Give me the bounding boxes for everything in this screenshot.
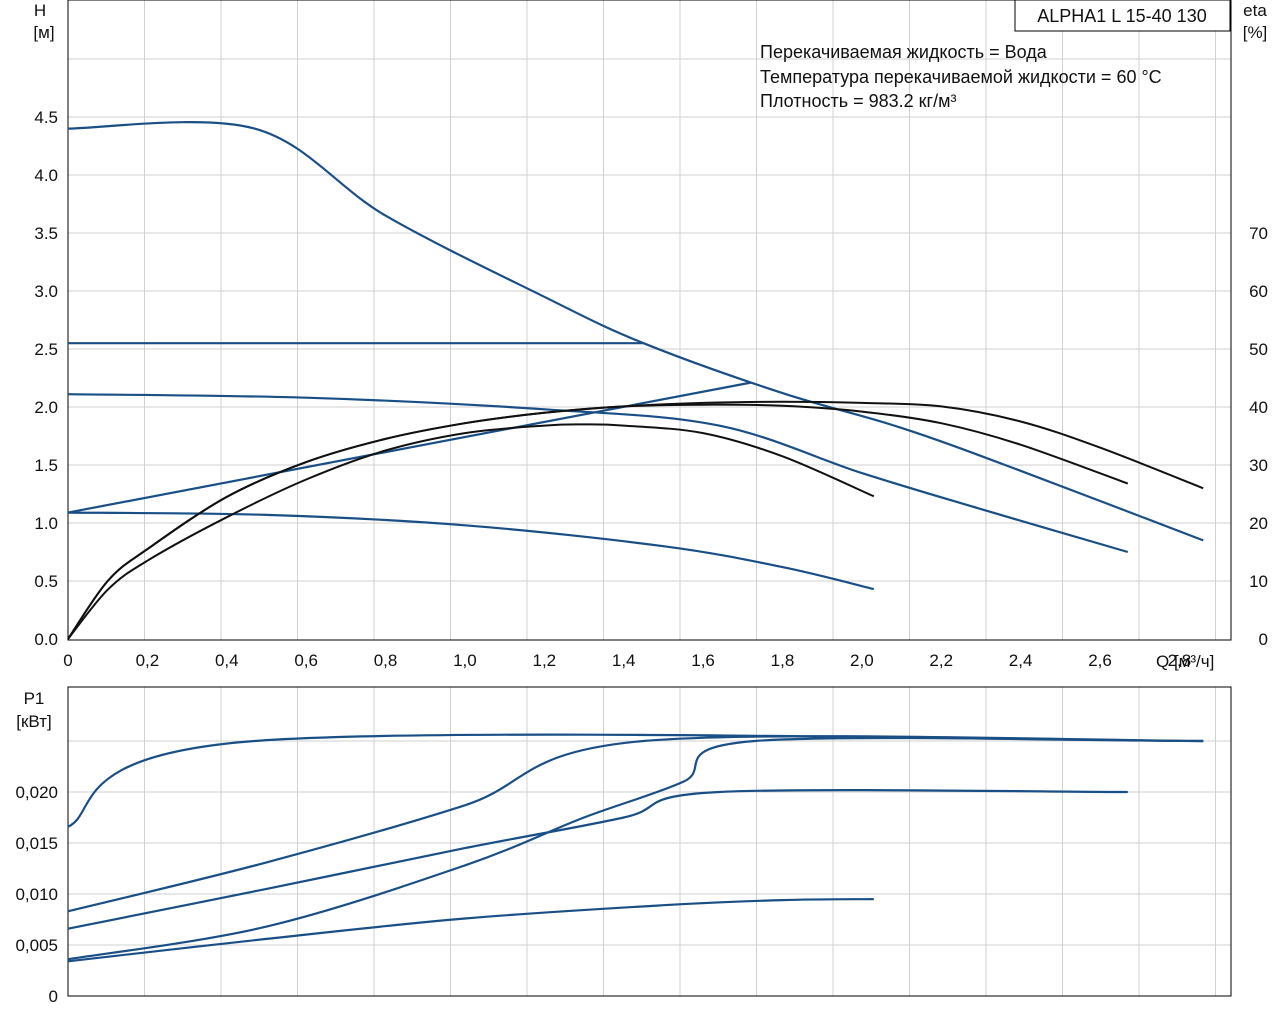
h-tick-label: 3.0: [34, 282, 58, 301]
h-tick-label: 4.0: [34, 166, 58, 185]
eta-tick-label: 60: [1249, 282, 1268, 301]
efficiency-curve-2: [67, 403, 1129, 640]
q-tick-label: 1,8: [771, 651, 795, 670]
q-tick-label: 1,4: [612, 651, 636, 670]
power-curve-5: [67, 898, 874, 963]
q-tick-label: 2,0: [850, 651, 874, 670]
q-tick-label: 0,8: [374, 651, 398, 670]
pump-model-label: ALPHA1 L 15-40 130: [1037, 6, 1206, 26]
head-curve-3: [67, 381, 751, 514]
p1-axis-unit: [кВт]: [16, 712, 51, 731]
h-tick-label: 1.5: [34, 456, 58, 475]
h-tick-label: 1.0: [34, 514, 58, 533]
p1-axis-label: P1: [24, 689, 45, 708]
eta-tick-label: 0: [1259, 630, 1268, 649]
eta-axis-unit: [%]: [1243, 23, 1268, 42]
h-tick-label: 0.5: [34, 572, 58, 591]
p1-tick-label: 0,020: [15, 783, 58, 802]
eta-tick-label: 40: [1249, 398, 1268, 417]
efficiency-curve-1: [67, 400, 1204, 640]
power-curve-4: [67, 736, 1204, 961]
h-tick-label: 3.5: [34, 224, 58, 243]
q-axis-label: Q [м³/ч]: [1156, 652, 1214, 671]
p1-curves: [67, 733, 1204, 963]
q-tick-label: 1,2: [532, 651, 556, 670]
p1-plot-frame: [67, 686, 1232, 997]
eta-axis-label: eta: [1243, 1, 1267, 20]
q-tick-label: 1,6: [691, 651, 715, 670]
eta-y-tick-labels: 0 10 20 30 40 50 60 70: [1249, 224, 1268, 649]
h-tick-label: 2.5: [34, 340, 58, 359]
eta-tick-label: 10: [1249, 572, 1268, 591]
eta-tick-label: 50: [1249, 340, 1268, 359]
p1-y-tick-labels: 0 0,005 0,010 0,015 0,020: [15, 783, 58, 1006]
p1-tick-label: 0,015: [15, 834, 58, 853]
q-tick-label: 0,2: [136, 651, 160, 670]
q-x-tick-labels: 0 0,2 0,4 0,6 0,8 1,0 1,2 1,4 1,6 1,8 2,0 2,2 2,4 2,6…: [63, 651, 1191, 670]
head-curve-1: [67, 121, 1204, 542]
pump-model-box: [1014, 0, 1231, 32]
q-tick-label: 2,8: [1168, 651, 1192, 670]
hq-curves: [67, 121, 1204, 591]
p1-tick-label: 0,010: [15, 885, 58, 904]
info-line-temperature: Температура перекачиваемой жидкости = 60…: [760, 67, 1162, 87]
q-tick-label: 1,0: [453, 651, 477, 670]
eta-tick-label: 20: [1249, 514, 1268, 533]
efficiency-curve-3: [67, 423, 875, 640]
h-tick-label: 2.0: [34, 398, 58, 417]
power-curve-2: [67, 735, 1204, 913]
p1-tick-label: 0: [49, 987, 58, 1006]
q-tick-label: 0,4: [215, 651, 239, 670]
h-tick-label: 4.5: [34, 108, 58, 127]
p1-grid: [68, 687, 1231, 996]
eta-tick-label: 70: [1249, 224, 1268, 243]
hq-grid: [68, 0, 1231, 640]
info-line-fluid: Перекачиваемая жидкость = Вода: [760, 42, 1048, 62]
h-axis-label: H: [34, 1, 46, 20]
power-curve-1: [67, 733, 1204, 828]
q-tick-label: 0: [63, 651, 72, 670]
eta-curves: [67, 400, 1204, 640]
q-tick-label: 2,4: [1009, 651, 1033, 670]
eta-tick-label: 30: [1249, 456, 1268, 475]
h-axis-unit: [м]: [33, 23, 54, 42]
hq-y-tick-labels: 0.0 0.5 1.0 1.5 2.0 2.5 3.0 3.5 4.0 4.5: [34, 108, 58, 649]
hq-plot-frame: [67, 0, 1232, 641]
q-tick-label: 0,6: [294, 651, 318, 670]
head-curve-4: [67, 393, 1129, 554]
head-curve-5: [67, 511, 875, 591]
q-tick-label: 2,6: [1088, 651, 1112, 670]
info-line-density: Плотность = 983.2 кг/м³: [760, 91, 956, 111]
power-curve-3: [67, 789, 1128, 930]
h-tick-label: 0.0: [34, 630, 58, 649]
q-tick-label: 2,2: [929, 651, 953, 670]
p1-tick-label: 0,005: [15, 936, 58, 955]
